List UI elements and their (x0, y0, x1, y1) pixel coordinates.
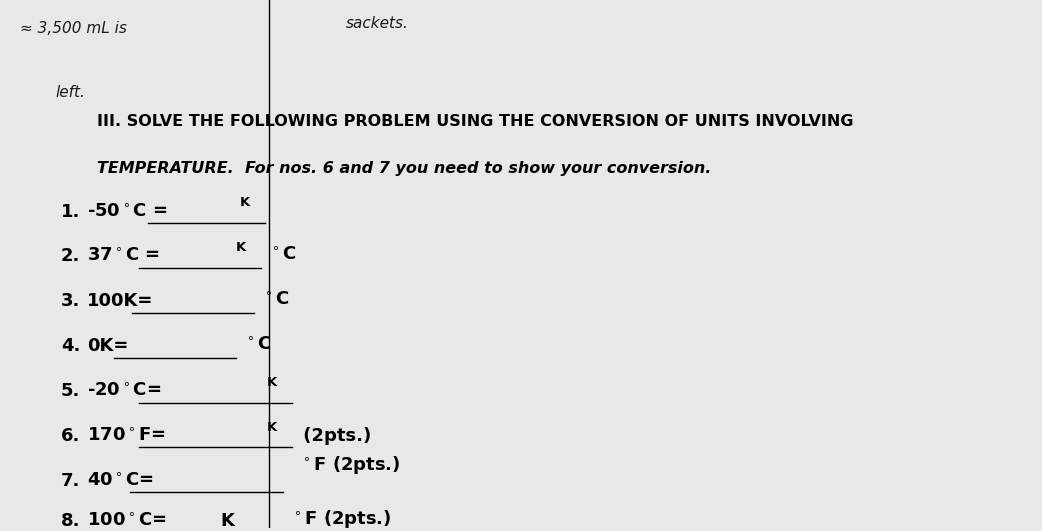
Text: $^\circ$F (2pts.): $^\circ$F (2pts.) (291, 508, 392, 530)
Text: 40$^\circ$C=: 40$^\circ$C= (88, 472, 154, 490)
Text: 170$^\circ$F=: 170$^\circ$F= (88, 427, 166, 445)
Text: K: K (267, 375, 276, 389)
Text: 8.: 8. (61, 512, 80, 529)
Text: TEMPERATURE.  For nos. 6 and 7 you need to show your conversion.: TEMPERATURE. For nos. 6 and 7 you need t… (97, 161, 711, 176)
Text: $^\circ$F (2pts.): $^\circ$F (2pts.) (300, 454, 400, 476)
Text: 4.: 4. (61, 337, 80, 355)
Text: $^\circ$C: $^\circ$C (263, 292, 290, 310)
Text: ≈ 3,500 mL is: ≈ 3,500 mL is (21, 21, 127, 36)
Text: left.: left. (56, 84, 85, 99)
Text: 37$^\circ$C =: 37$^\circ$C = (88, 247, 160, 266)
Text: 7.: 7. (61, 472, 80, 490)
Text: 0K=: 0K= (88, 337, 129, 355)
Text: $^\circ$C: $^\circ$C (269, 246, 297, 264)
Text: 6.: 6. (61, 427, 80, 445)
Text: 2.: 2. (61, 247, 80, 266)
Text: (2pts.): (2pts.) (297, 427, 371, 445)
Text: K: K (221, 512, 234, 529)
Text: K: K (235, 241, 246, 254)
Text: K: K (267, 421, 276, 433)
Text: 100K=: 100K= (88, 293, 154, 311)
Text: 5.: 5. (61, 382, 80, 400)
Text: K: K (240, 196, 250, 209)
Text: -20$^\circ$C=: -20$^\circ$C= (88, 382, 162, 400)
Text: 3.: 3. (61, 293, 80, 311)
Text: 100$^\circ$C=: 100$^\circ$C= (88, 512, 167, 529)
Text: sackets.: sackets. (346, 16, 408, 31)
Text: $^\circ$C: $^\circ$C (244, 336, 272, 354)
Text: 1.: 1. (61, 203, 80, 220)
Text: -50$^\circ$C =: -50$^\circ$C = (88, 203, 168, 220)
Text: III. SOLVE THE FOLLOWING PROBLEM USING THE CONVERSION OF UNITS INVOLVING: III. SOLVE THE FOLLOWING PROBLEM USING T… (97, 114, 853, 129)
